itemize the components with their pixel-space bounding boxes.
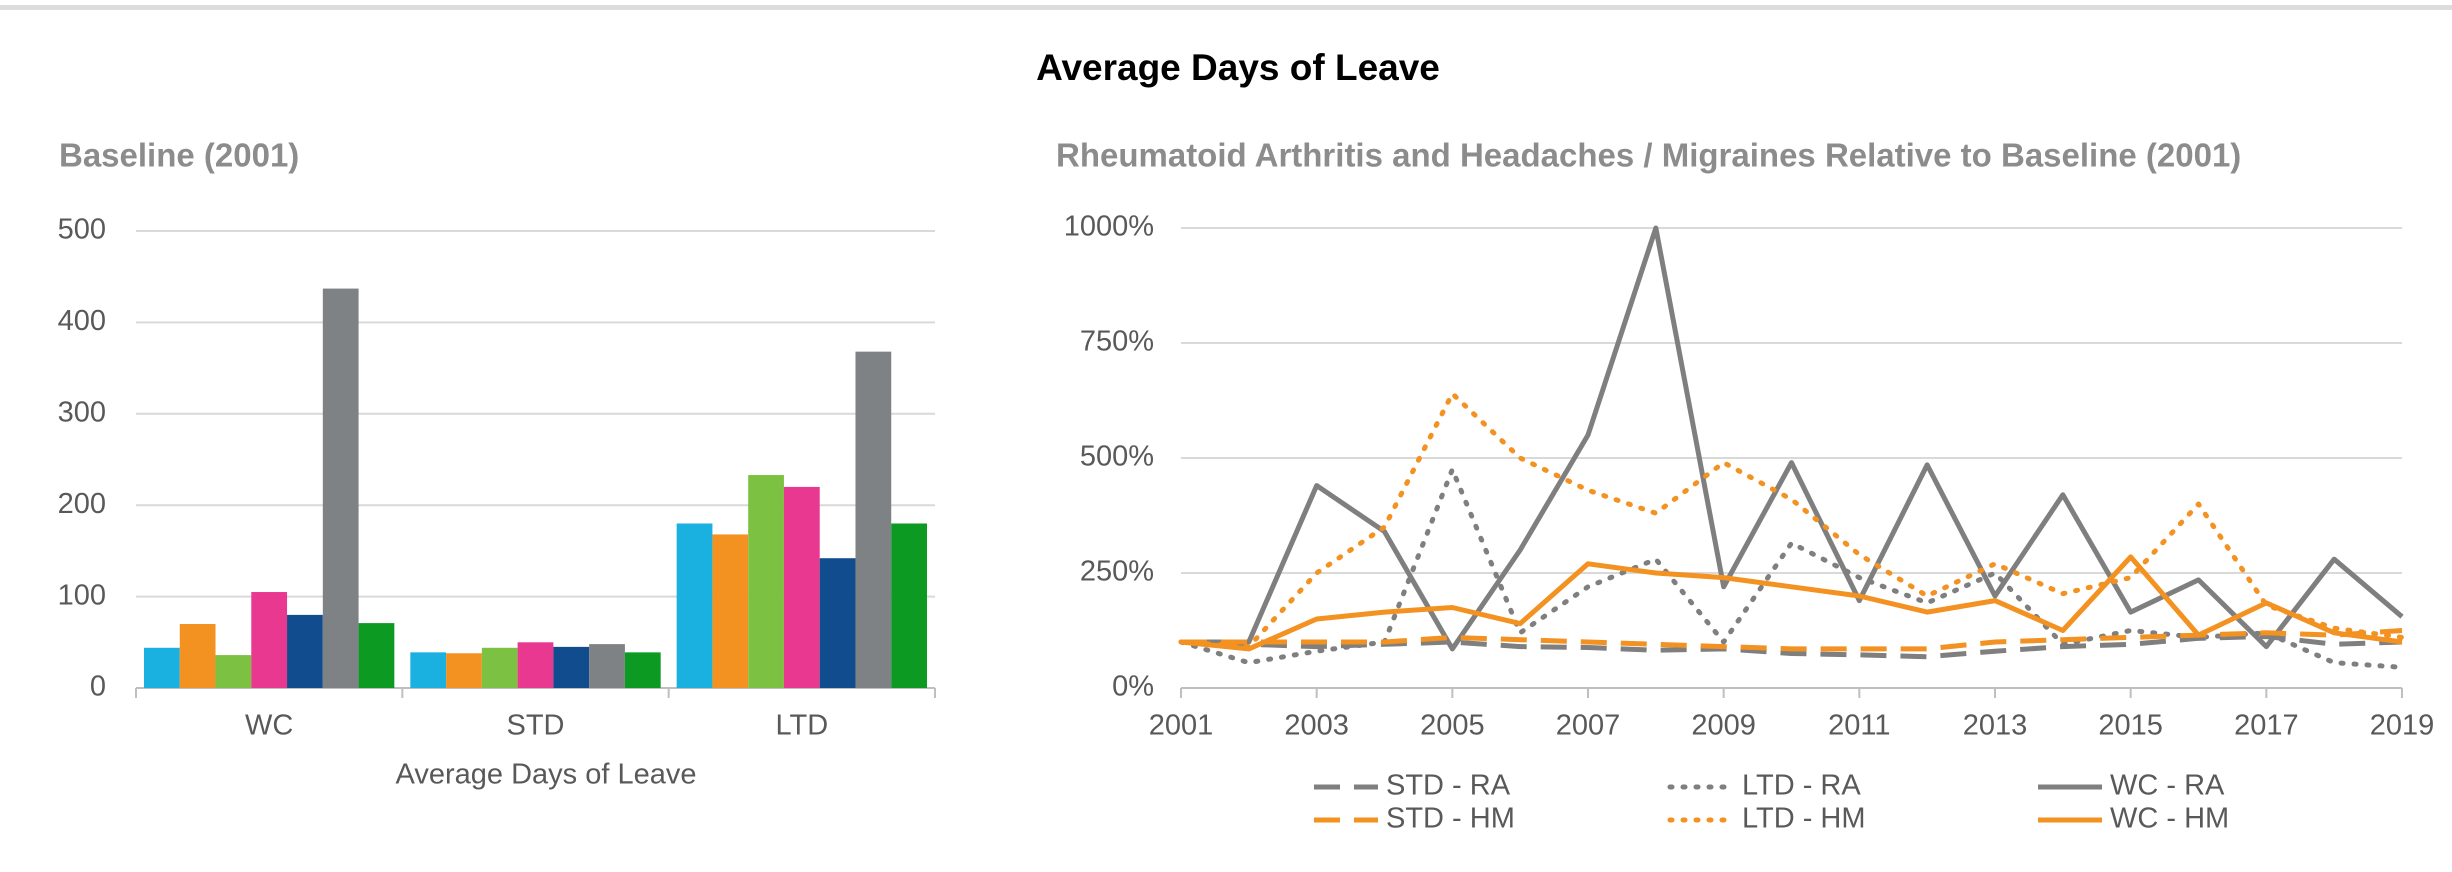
- bar: [855, 351, 892, 688]
- chart-title: Rheumatoid Arthritis and Headaches / Mig…: [1056, 137, 2241, 174]
- y-tick-label: 750%: [1080, 326, 1154, 358]
- bar: [215, 655, 252, 688]
- x-tick-label: 2017: [2234, 710, 2299, 742]
- bar: [143, 647, 180, 688]
- legend-label: STD - HM: [1386, 803, 1515, 835]
- bar: [589, 644, 625, 688]
- x-tick-label: 2005: [1420, 710, 1485, 742]
- bar: [251, 592, 288, 688]
- x-tick-label: STD: [507, 710, 565, 742]
- y-tick-label: 0: [90, 671, 106, 703]
- bar: [783, 486, 820, 688]
- top-border: [0, 5, 2452, 10]
- bar: [748, 475, 784, 688]
- bar: [819, 558, 856, 688]
- y-tick-label: 200: [58, 488, 106, 520]
- bar: [481, 647, 518, 688]
- main-title: Average Days of Leave: [1036, 47, 1440, 88]
- y-tick-label: 500%: [1080, 441, 1154, 473]
- x-tick-label: 2013: [1963, 710, 2028, 742]
- x-tick-label: 2001: [1149, 710, 1214, 742]
- x-tick-label: 2019: [2370, 710, 2435, 742]
- x-tick-label: 2003: [1284, 710, 1349, 742]
- legend-label: LTD - HM: [1742, 803, 1866, 835]
- chart-title: Baseline (2001): [59, 137, 299, 174]
- bar: [553, 646, 590, 688]
- bar: [410, 652, 447, 688]
- y-tick-label: 300: [58, 396, 106, 428]
- x-tick-label: LTD: [776, 710, 829, 742]
- bar: [891, 523, 928, 688]
- bar: [676, 523, 713, 688]
- y-tick-label: 400: [58, 305, 106, 337]
- legend-label: WC - HM: [2110, 803, 2229, 835]
- bar: [179, 624, 216, 688]
- bar: [712, 534, 749, 688]
- line-series: [1181, 225, 2404, 652]
- y-tick-label: 0%: [1112, 671, 1154, 703]
- bar: [624, 652, 661, 688]
- line-series: [1180, 554, 2403, 652]
- y-tick-label: 1000%: [1064, 211, 1154, 243]
- legend-label: WC - RA: [2110, 770, 2225, 802]
- x-tick-label: 2007: [1556, 710, 1621, 742]
- legend-label: STD - RA: [1386, 770, 1511, 802]
- x-axis-label: Average Days of Leave: [396, 759, 697, 791]
- x-tick-label: WC: [245, 710, 293, 742]
- x-tick-label: 2015: [2098, 710, 2163, 742]
- bar: [287, 614, 323, 688]
- line-series: [1178, 391, 2405, 650]
- x-tick-label: 2009: [1691, 710, 1756, 742]
- legend-label: LTD - RA: [1742, 770, 1861, 802]
- bar: [517, 642, 554, 688]
- x-tick-label: 2011: [1828, 710, 1890, 742]
- line-series: [1178, 467, 2405, 670]
- bar: [446, 653, 482, 688]
- y-tick-label: 250%: [1080, 556, 1154, 588]
- y-tick-label: 500: [58, 214, 106, 246]
- bar: [322, 288, 359, 688]
- bar: [358, 623, 395, 688]
- y-tick-label: 100: [58, 579, 106, 611]
